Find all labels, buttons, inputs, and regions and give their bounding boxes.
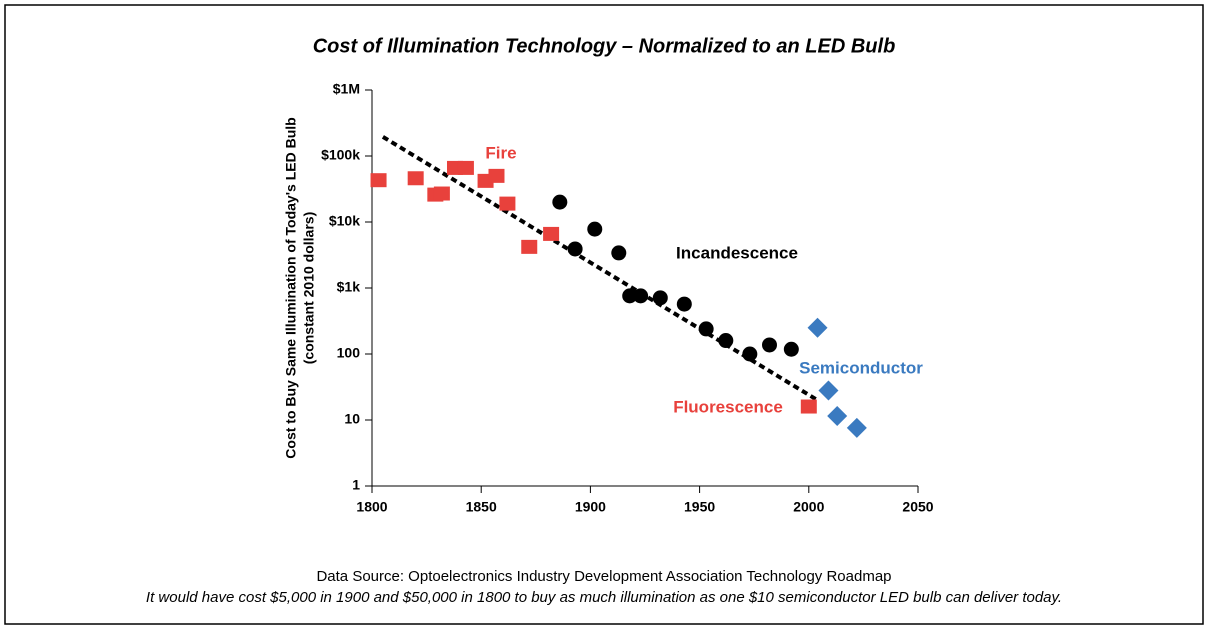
point: [807, 317, 828, 338]
y-axis-label: Cost to Buy Same Illumination of Today's…: [283, 117, 299, 458]
point: [783, 341, 799, 357]
y-tick-label: $1k: [337, 279, 361, 295]
chart-title: Cost of Illumination Technology – Normal…: [313, 35, 896, 57]
x-tick-label: 1800: [356, 499, 387, 515]
point: [818, 380, 839, 401]
y-axis-label: (constant 2010 dollars): [301, 212, 317, 365]
point: [370, 173, 387, 188]
point: [761, 337, 777, 353]
x-tick-label: 1900: [575, 499, 606, 515]
frame: [4, 4, 1204, 625]
source: Data Source: Optoelectronics Industry De…: [316, 568, 891, 585]
point: [433, 186, 450, 201]
series-label: Fire: [485, 143, 516, 162]
point: [846, 417, 867, 438]
point: [742, 346, 758, 362]
y-tick-label: 100: [337, 345, 361, 361]
point: [676, 296, 692, 312]
point: [521, 239, 538, 254]
x-tick-label: 2000: [793, 499, 824, 515]
point: [567, 241, 583, 257]
note: It would have cost $5,000 in 1900 and $5…: [146, 589, 1062, 606]
point: [718, 333, 734, 349]
point: [611, 245, 627, 261]
point: [457, 160, 474, 175]
series-label: Fluorescence: [673, 397, 783, 416]
y-tick-label: $100k: [321, 147, 360, 163]
point: [827, 405, 848, 426]
x-tick-label: 2050: [902, 499, 933, 515]
point: [800, 399, 817, 414]
x-tick-label: 1850: [466, 499, 497, 515]
point: [698, 321, 714, 337]
point: [488, 168, 505, 183]
point: [543, 226, 560, 241]
series-label: Incandescence: [676, 243, 798, 262]
x-tick-label: 1950: [684, 499, 715, 515]
point: [552, 194, 568, 210]
point: [622, 288, 638, 304]
point: [407, 171, 424, 186]
y-tick-label: $10k: [329, 213, 360, 229]
point: [587, 221, 603, 237]
y-tick-label: 10: [344, 411, 360, 427]
point: [499, 196, 516, 211]
y-tick-label: $1M: [333, 81, 360, 97]
y-tick-label: 1: [352, 477, 360, 493]
point: [652, 290, 668, 306]
point: [633, 288, 649, 304]
series-label: Semiconductor: [799, 358, 923, 377]
